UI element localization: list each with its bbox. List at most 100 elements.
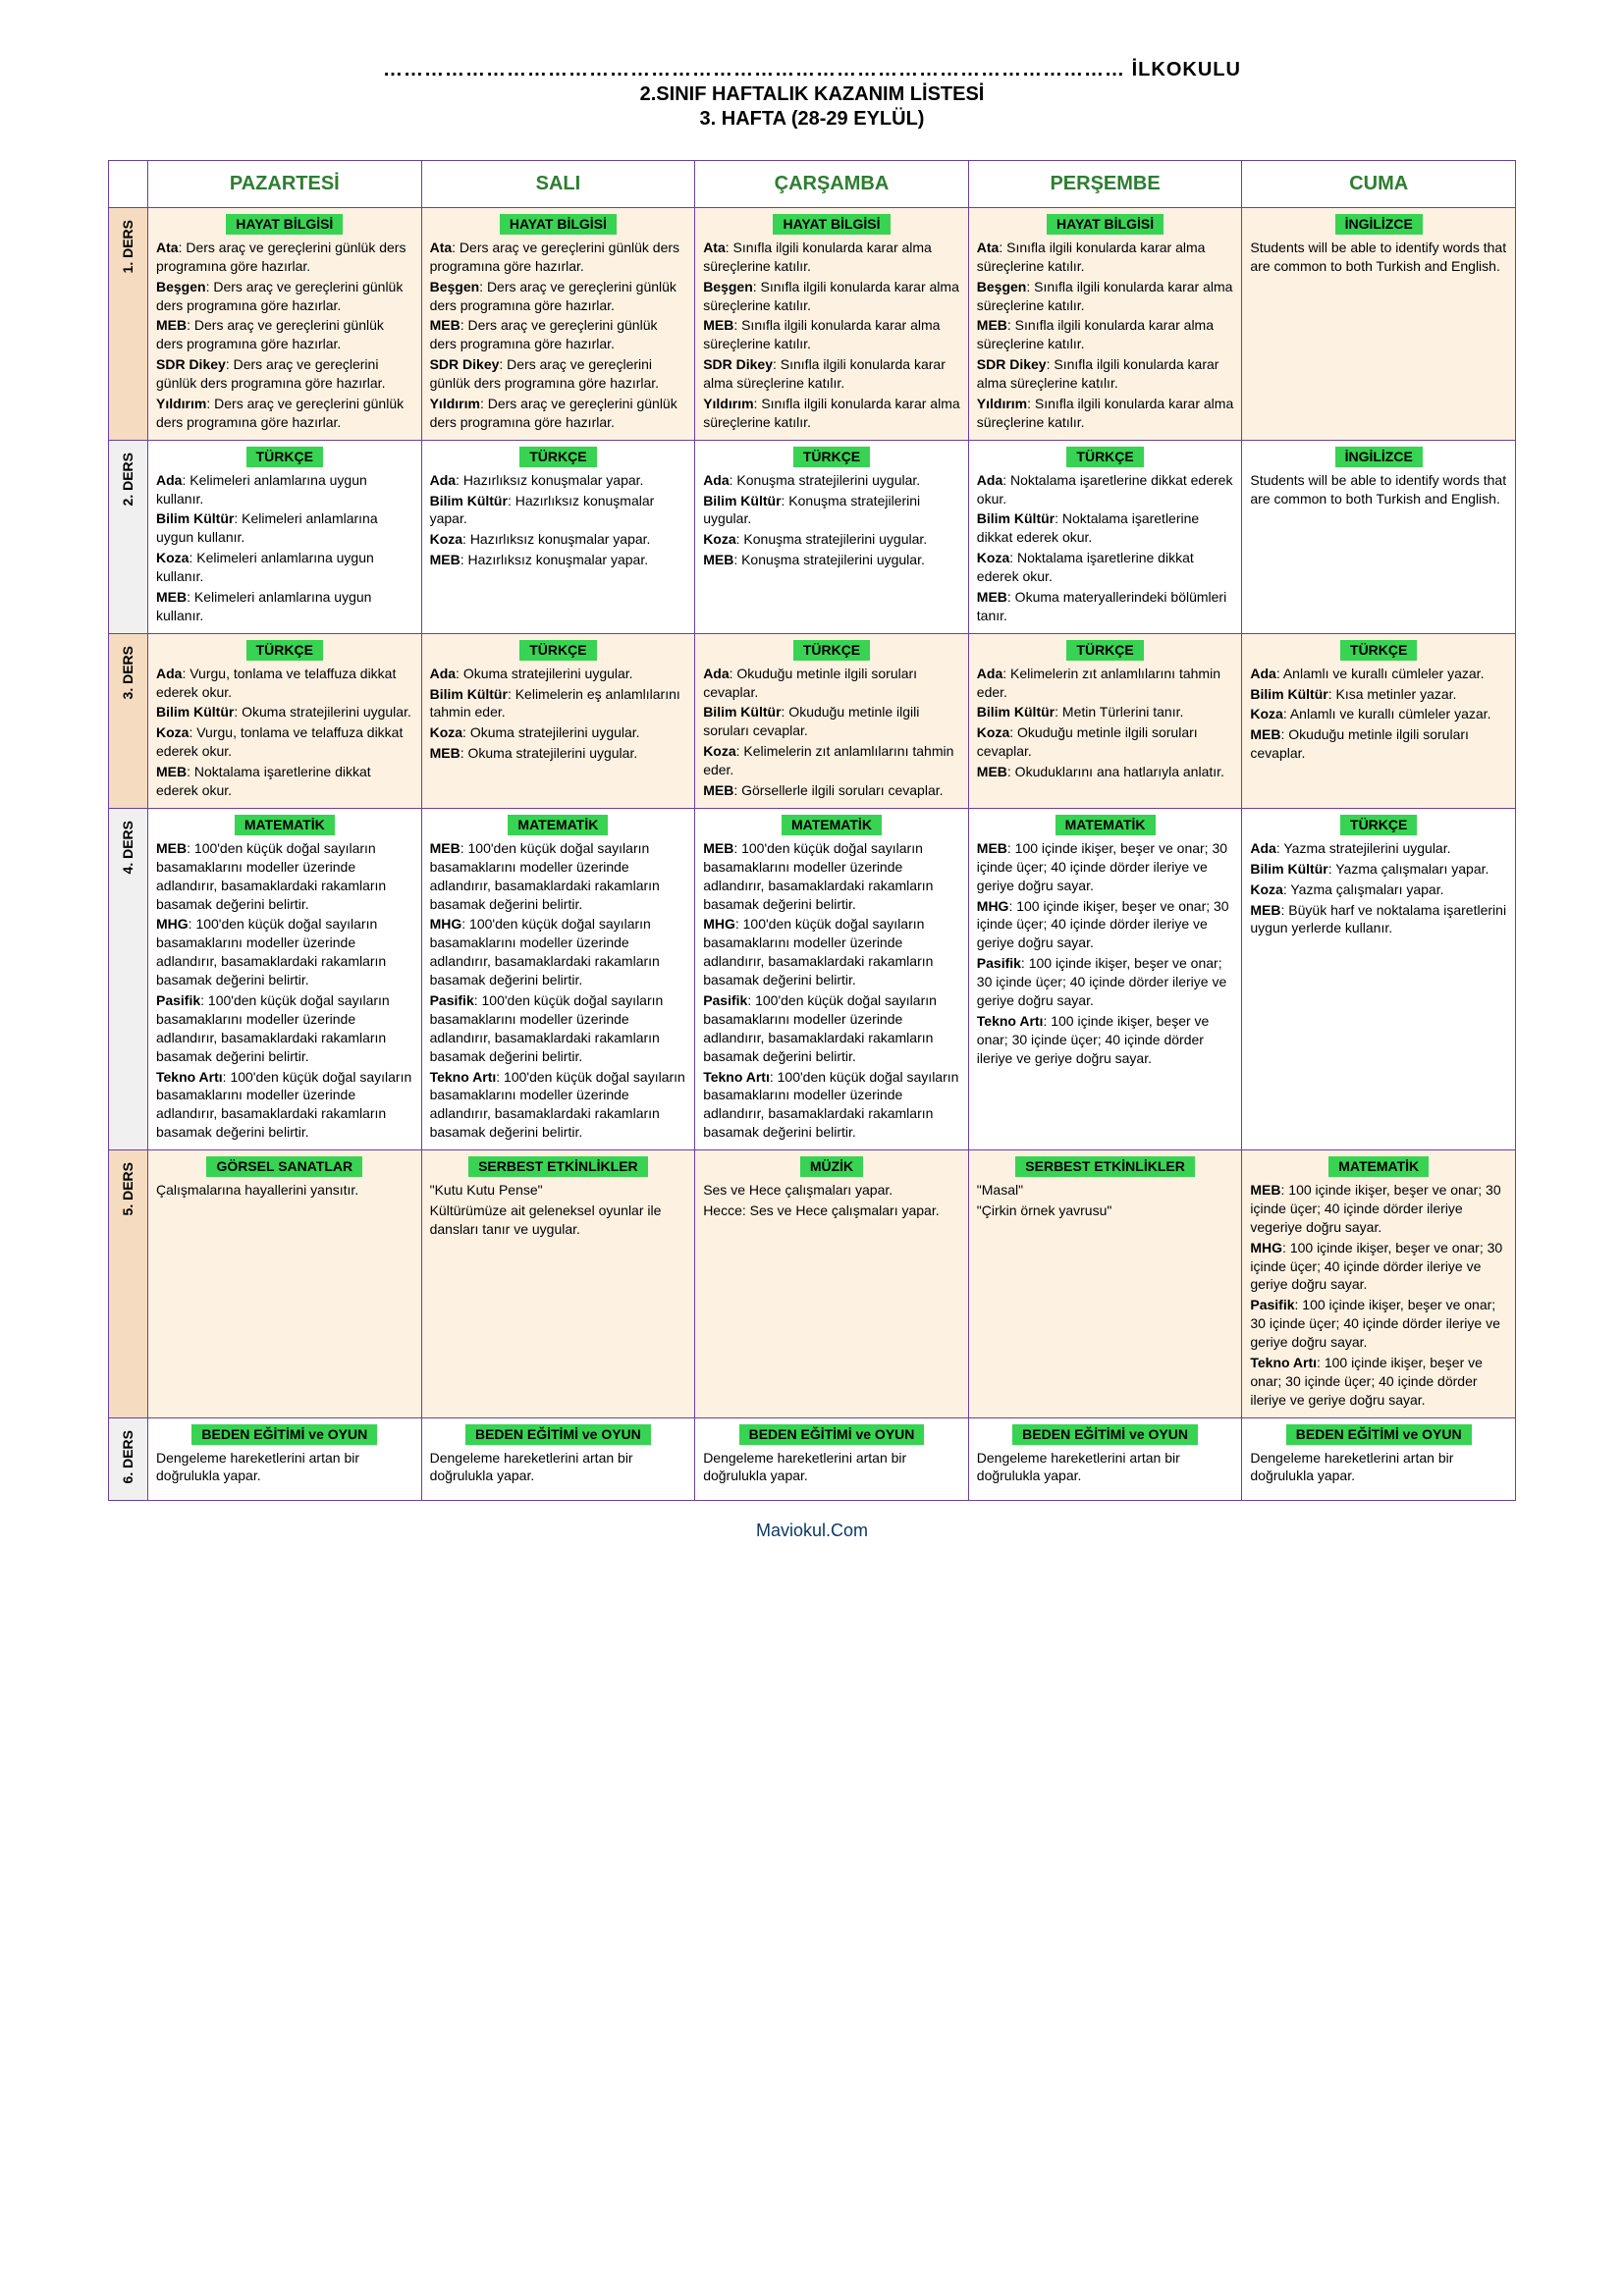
- plain-text: Dengeleme hareketlerini artan bir doğrul…: [703, 1449, 960, 1486]
- plan-cell: TÜRKÇEAda: Yazma stratejilerini uygular.…: [1242, 808, 1516, 1149]
- entry: Yıldırım: Sınıfla ilgili konularda karar…: [977, 395, 1234, 432]
- entry: SDR Dikey: Sınıfla ilgili konularda kara…: [703, 355, 960, 393]
- entry: Yıldırım: Ders araç ve gereçlerini günlü…: [430, 395, 687, 432]
- entry: Beşgen: Ders araç ve gereçlerini günlük …: [156, 278, 413, 315]
- entry: Koza: Noktalama işaretlerine dikkat eder…: [977, 549, 1234, 586]
- plain-text: Students will be able to identify words …: [1250, 471, 1507, 508]
- plan-cell: TÜRKÇEAda: Anlamlı ve kurallı cümleler y…: [1242, 633, 1516, 808]
- plan-cell: MATEMATİKMEB: 100'den küçük doğal sayıla…: [148, 808, 422, 1149]
- entry: Ata: Ders araç ve gereçlerini günlük der…: [430, 239, 687, 276]
- plan-cell: TÜRKÇE Ada: Kelimelerin zıt anlamlılarını…: [968, 633, 1242, 808]
- entry: Koza: Konuşma stratejilerini uygular.: [703, 530, 960, 549]
- subject-badge: HAYAT BİLGİSİ: [1047, 214, 1164, 235]
- plan-cell: HAYAT BİLGİSİAta: Sınıfla ilgili konular…: [695, 208, 969, 441]
- plain-text: Dengeleme hareketlerini artan bir doğrul…: [156, 1449, 413, 1486]
- subject-badge: TÜRKÇE: [246, 447, 323, 467]
- plan-cell: MATEMATİKMEB: 100 içinde ikişer, beşer v…: [1242, 1150, 1516, 1418]
- entry: MEB: Noktalama işaretlerine dikkat edere…: [156, 763, 413, 800]
- day-header-row: PAZARTESİ SALI ÇARŞAMBA PERŞEMBE CUMA: [109, 161, 1516, 208]
- entry: Tekno Artı: 100'den küçük doğal sayıları…: [156, 1068, 413, 1143]
- entry: Bilim Kültür: Okuma stratejilerini uygul…: [156, 703, 413, 721]
- entry: Ada: Kelimelerin zıt anlamlılarını tahmi…: [977, 665, 1234, 702]
- entry: Pasifik: 100 içinde ikişer, beşer ve ona…: [977, 954, 1234, 1010]
- entry: Ada: Hazırlıksız konuşmalar yapar.: [430, 471, 687, 490]
- entry: Ada: Okuduğu metinle ilgili soruları cev…: [703, 665, 960, 702]
- plan-cell: TÜRKÇE Ada: Okuduğu metinle ilgili sorula…: [695, 633, 969, 808]
- subject-badge: TÜRKÇE: [793, 640, 870, 661]
- entry: MEB: Görsellerle ilgili soruları cevapla…: [703, 781, 960, 800]
- plain-text: "Kutu Kutu Pense": [430, 1181, 687, 1200]
- lesson-label: 4. DERS: [109, 808, 148, 1149]
- entry: MEB: Hazırlıksız konuşmalar yapar.: [430, 551, 687, 569]
- entry: Bilim Kültür: Metin Türlerini tanır.: [977, 703, 1234, 721]
- plain-text: Students will be able to identify words …: [1250, 239, 1507, 276]
- subject-badge: MATEMATİK: [782, 815, 882, 835]
- lesson-row: 3. DERSTÜRKÇEAda: Vurgu, tonlama ve tela…: [109, 633, 1516, 808]
- entry: Bilim Kültür: Kısa metinler yazar.: [1250, 685, 1507, 704]
- entry: Bilim Kültür: Hazırlıksız konuşmalar yap…: [430, 492, 687, 529]
- entry: MHG: 100'den küçük doğal sayıların basam…: [430, 915, 687, 989]
- subject-badge: İNGİLİZCE: [1335, 214, 1423, 235]
- entry: Bilim Kültür: Konuşma stratejilerini uyg…: [703, 492, 960, 529]
- plain-text: "Masal": [977, 1181, 1234, 1200]
- entry: MEB: 100 içinde ikişer, beşer ve onar; 3…: [1250, 1181, 1507, 1237]
- lesson-row: 1. DERSHAYAT BİLGİSİAta: Ders araç ve ge…: [109, 208, 1516, 441]
- entry: Bilim Kültür: Okuduğu metinle ilgili sor…: [703, 703, 960, 740]
- plan-cell: MATEMATİKMEB: 100'den küçük doğal sayıla…: [695, 808, 969, 1149]
- plan-cell: İNGİLİZCE Students will be able to identi…: [1242, 208, 1516, 441]
- entry: SDR Dikey: Ders araç ve gereçlerini günl…: [430, 355, 687, 393]
- entry: Yıldırım: Sınıfla ilgili konularda karar…: [703, 395, 960, 432]
- subject-badge: MATEMATİK: [235, 815, 335, 835]
- entry: Beşgen: Ders araç ve gereçlerini günlük …: [430, 278, 687, 315]
- entry: Ada: Okuma stratejilerini uygular.: [430, 665, 687, 683]
- entry: MHG: 100 içinde ikişer, beşer ve onar; 3…: [977, 897, 1234, 953]
- entry: MEB: 100'den küçük doğal sayıların basam…: [430, 839, 687, 914]
- entry: Tekno Artı: 100'den küçük doğal sayıları…: [430, 1068, 687, 1143]
- entry: MEB: Okuma stratejilerini uygular.: [430, 744, 687, 763]
- plan-cell: TÜRKÇEAda: Vurgu, tonlama ve telaffuza d…: [148, 633, 422, 808]
- lesson-label: 2. DERS: [109, 440, 148, 633]
- plan-cell: HAYAT BİLGİSİAta: Ders araç ve gereçleri…: [148, 208, 422, 441]
- entry: Bilim Kültür: Noktalama işaretlerine dik…: [977, 509, 1234, 547]
- plan-cell: MÜZİKSes ve Hece çalışmaları yapar. Hecc…: [695, 1150, 969, 1418]
- entry: MEB: Okuma materyallerindeki bölümleri t…: [977, 588, 1234, 625]
- entry: Pasifik: 100'den küçük doğal sayıların b…: [703, 991, 960, 1066]
- subject-badge: TÜRKÇE: [246, 640, 323, 661]
- subject-badge: HAYAT BİLGİSİ: [226, 214, 343, 235]
- plain-text: Çalışmalarına hayallerini yansıtır.: [156, 1181, 413, 1200]
- entry: Koza: Okuduğu metinle ilgili soruları ce…: [977, 723, 1234, 761]
- plan-cell: BEDEN EĞİTİMİ ve OYUNDengeleme hareketle…: [421, 1417, 695, 1500]
- subject-badge: TÜRKÇE: [1066, 447, 1143, 467]
- subject-badge: MATEMATİK: [508, 815, 608, 835]
- entry: Ada: Kelimeleri anlamlarına uygun kullan…: [156, 471, 413, 508]
- entry: MEB: Kelimeleri anlamlarına uygun kullan…: [156, 588, 413, 625]
- page-header: ……………………………………………………………………………………………… İLK…: [108, 59, 1516, 131]
- subject-badge: TÜRKÇE: [519, 640, 596, 661]
- plan-cell: SERBEST ETKİNLİKLER"Masal""Çirkin örnek …: [968, 1150, 1242, 1418]
- entry: SDR Dikey: Ders araç ve gereçlerini günl…: [156, 355, 413, 393]
- entry: MEB: Konuşma stratejilerini uygular.: [703, 551, 960, 569]
- entry: MEB: Büyük harf ve noktalama işaretlerin…: [1250, 901, 1507, 938]
- entry: MEB: 100 içinde ikişer, beşer ve onar; 3…: [977, 839, 1234, 895]
- plan-cell: MATEMATİKMEB: 100 içinde ikişer, beşer v…: [968, 808, 1242, 1149]
- entry: Ata: Sınıfla ilgili konularda karar alma…: [977, 239, 1234, 276]
- plan-cell: TÜRKÇE Ada: Hazırlıksız konuşmalar yapar.…: [421, 440, 695, 633]
- plan-cell: BEDEN EĞİTİMİ ve OYUNDengeleme hareketle…: [1242, 1417, 1516, 1500]
- subject-badge: BEDEN EĞİTİMİ ve OYUN: [739, 1424, 925, 1445]
- entry: Ada: Konuşma stratejilerini uygular.: [703, 471, 960, 490]
- entry: Tekno Artı: 100 içinde ikişer, beşer ve …: [977, 1012, 1234, 1068]
- subject-badge: BEDEN EĞİTİMİ ve OYUN: [1286, 1424, 1472, 1445]
- entry: Koza: Kelimelerin zıt anlamlılarını tahm…: [703, 742, 960, 779]
- entry: Beşgen: Sınıfla ilgili konularda karar a…: [977, 278, 1234, 315]
- subject-badge: TÜRKÇE: [1066, 640, 1143, 661]
- corner-cell: [109, 161, 148, 208]
- plan-cell: MATEMATİK MEB: 100'den küçük doğal sayıla…: [421, 808, 695, 1149]
- entry: Bilim Kültür: Yazma çalışmaları yapar.: [1250, 860, 1507, 879]
- subject-badge: HAYAT BİLGİSİ: [500, 214, 617, 235]
- lesson-row: 5. DERSGÖRSEL SANATLARÇalışmalarına haya…: [109, 1150, 1516, 1418]
- lesson-row: 4. DERS MATEMATİK MEB: 100'den küçük doğal…: [109, 808, 1516, 1149]
- lesson-label: 6. DERS: [109, 1417, 148, 1500]
- subject-badge: TÜRKÇE: [519, 447, 596, 467]
- plan-cell: SERBEST ETKİNLİKLER"Kutu Kutu Pense"Kült…: [421, 1150, 695, 1418]
- plain-text: Ses ve Hece çalışmaları yapar.: [703, 1181, 960, 1200]
